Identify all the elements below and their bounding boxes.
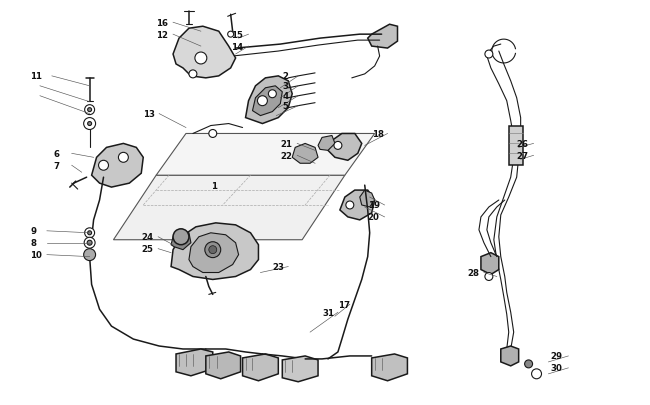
Polygon shape — [252, 87, 282, 116]
Text: 10: 10 — [30, 251, 42, 260]
Polygon shape — [171, 223, 259, 280]
Polygon shape — [372, 354, 408, 381]
Polygon shape — [189, 233, 239, 273]
Text: 3: 3 — [282, 82, 289, 91]
Text: 17: 17 — [338, 300, 350, 309]
Polygon shape — [171, 230, 191, 250]
Text: 14: 14 — [231, 43, 242, 51]
Circle shape — [99, 161, 109, 171]
Polygon shape — [176, 349, 213, 376]
Polygon shape — [340, 191, 374, 220]
Text: 20: 20 — [368, 213, 380, 222]
Text: 23: 23 — [272, 262, 284, 271]
Text: 28: 28 — [467, 269, 479, 277]
Text: 24: 24 — [141, 233, 153, 242]
Circle shape — [173, 229, 189, 245]
Polygon shape — [359, 191, 374, 207]
Circle shape — [485, 273, 493, 281]
Circle shape — [209, 246, 216, 254]
Polygon shape — [246, 77, 292, 124]
Circle shape — [257, 96, 267, 107]
Circle shape — [334, 142, 342, 150]
Polygon shape — [282, 356, 318, 382]
Text: 30: 30 — [551, 363, 562, 373]
Circle shape — [84, 249, 96, 261]
Text: 6: 6 — [54, 149, 60, 158]
Text: 31: 31 — [322, 308, 334, 317]
Text: 26: 26 — [517, 140, 528, 149]
Polygon shape — [368, 25, 398, 49]
Polygon shape — [481, 253, 499, 275]
Polygon shape — [156, 134, 374, 176]
Text: 27: 27 — [517, 151, 529, 160]
Circle shape — [195, 53, 207, 65]
Text: 8: 8 — [30, 239, 36, 247]
Circle shape — [532, 369, 541, 379]
Text: 21: 21 — [280, 140, 292, 149]
Circle shape — [88, 109, 92, 112]
Circle shape — [189, 71, 197, 79]
Text: 5: 5 — [282, 102, 288, 111]
Text: 4: 4 — [282, 92, 289, 101]
Polygon shape — [242, 354, 278, 381]
Polygon shape — [318, 136, 335, 151]
Text: 22: 22 — [280, 151, 292, 160]
Circle shape — [88, 122, 92, 126]
Text: 1: 1 — [211, 181, 217, 190]
Text: 25: 25 — [141, 245, 153, 254]
Polygon shape — [173, 27, 235, 79]
Circle shape — [118, 153, 128, 163]
Polygon shape — [92, 144, 143, 188]
Circle shape — [205, 242, 221, 258]
Polygon shape — [206, 352, 240, 379]
Circle shape — [87, 241, 92, 245]
Text: 11: 11 — [30, 72, 42, 81]
Text: 19: 19 — [368, 201, 380, 210]
Circle shape — [84, 238, 95, 249]
Text: 12: 12 — [156, 31, 168, 40]
Circle shape — [84, 118, 96, 130]
Polygon shape — [114, 176, 345, 240]
Text: 7: 7 — [54, 161, 60, 171]
Text: 29: 29 — [551, 352, 562, 360]
Text: 9: 9 — [30, 227, 36, 236]
Circle shape — [84, 105, 95, 115]
Text: 16: 16 — [156, 19, 168, 28]
Circle shape — [525, 360, 532, 368]
Polygon shape — [500, 346, 519, 366]
Circle shape — [88, 231, 92, 235]
Circle shape — [346, 202, 354, 209]
Text: 15: 15 — [231, 31, 242, 40]
Circle shape — [485, 51, 493, 59]
Circle shape — [84, 228, 95, 238]
Polygon shape — [292, 144, 318, 164]
Circle shape — [209, 130, 216, 138]
Polygon shape — [328, 134, 362, 161]
Text: 13: 13 — [143, 110, 155, 119]
Circle shape — [268, 91, 276, 98]
Bar — [509, 126, 523, 166]
Text: 2: 2 — [282, 72, 289, 81]
Text: 18: 18 — [372, 130, 383, 139]
